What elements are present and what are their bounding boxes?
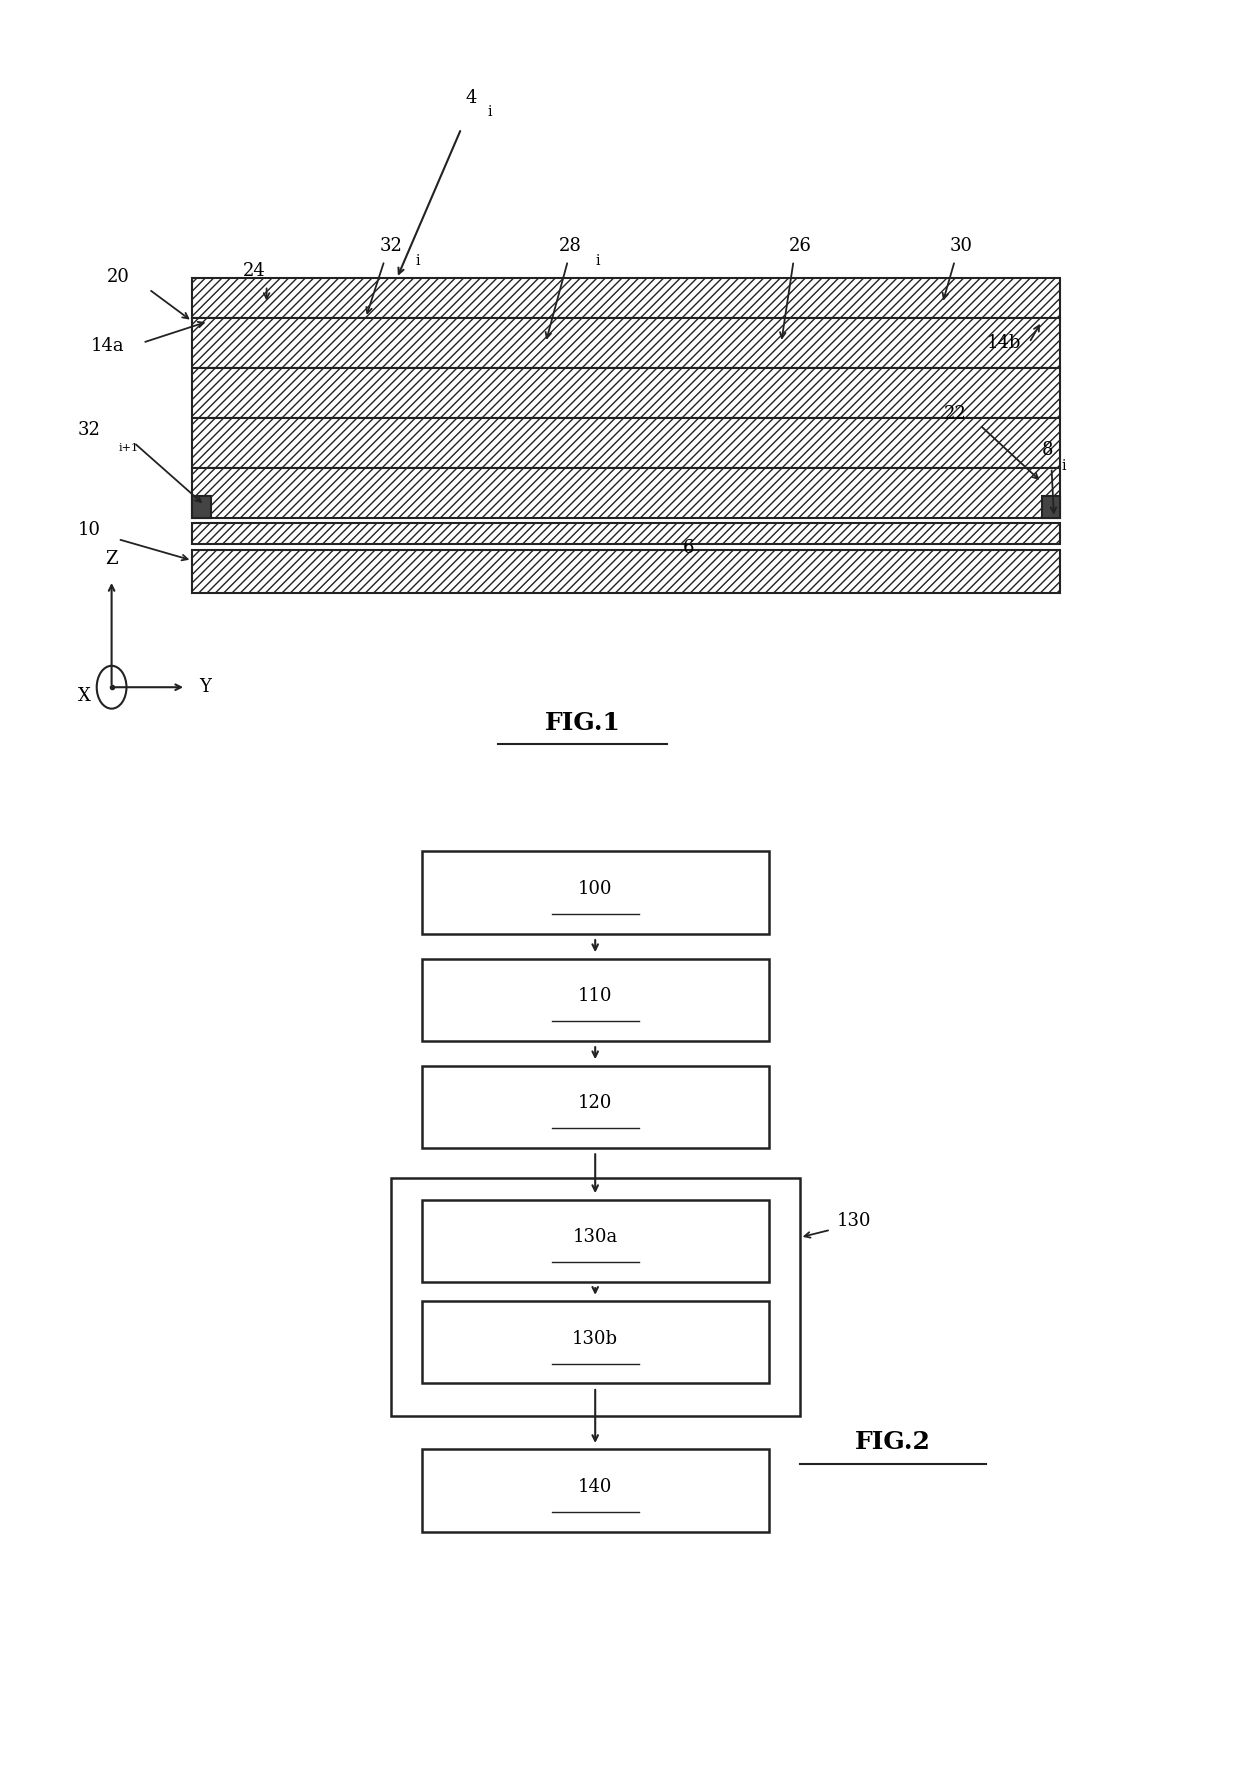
Text: i: i (415, 253, 420, 268)
Text: X: X (78, 687, 91, 705)
Text: 4: 4 (465, 89, 477, 107)
Bar (192, 368, 1060, 418)
Text: 8: 8 (1042, 441, 1054, 459)
Text: 30: 30 (950, 237, 972, 255)
Text: Y: Y (198, 678, 211, 696)
Text: 130b: 130b (572, 1330, 619, 1348)
Text: 14a: 14a (91, 337, 125, 355)
Bar (422, 1066, 769, 1148)
Bar (422, 959, 769, 1041)
Bar (391, 1178, 800, 1416)
Bar (192, 418, 1060, 468)
Bar (192, 318, 1060, 368)
Text: 6: 6 (682, 539, 694, 557)
Text: 120: 120 (578, 1094, 613, 1112)
Bar (192, 550, 1060, 593)
Bar (192, 523, 1060, 544)
Text: 24: 24 (243, 262, 265, 280)
Text: i: i (1061, 459, 1066, 473)
Text: 32: 32 (78, 421, 100, 439)
Text: 130: 130 (837, 1212, 872, 1230)
Text: 100: 100 (578, 880, 613, 898)
Bar (1042, 496, 1060, 518)
Bar (422, 1301, 769, 1383)
Text: 140: 140 (578, 1478, 613, 1496)
Bar (422, 1200, 769, 1282)
Text: i: i (487, 105, 492, 120)
Bar (422, 851, 769, 934)
Text: 26: 26 (789, 237, 811, 255)
Text: Z: Z (105, 550, 118, 568)
Text: 10: 10 (78, 521, 100, 539)
Text: FIG.1: FIG.1 (544, 710, 621, 735)
Text: i: i (595, 253, 600, 268)
Text: i+1: i+1 (119, 443, 139, 453)
Bar (192, 468, 1060, 518)
Text: 22: 22 (944, 405, 966, 423)
Bar (192, 278, 1060, 318)
Text: 130a: 130a (573, 1228, 618, 1246)
Text: 32: 32 (379, 237, 402, 255)
Bar (422, 1449, 769, 1532)
Text: FIG.2: FIG.2 (854, 1430, 931, 1455)
Text: 110: 110 (578, 987, 613, 1005)
Text: 20: 20 (107, 268, 129, 286)
Bar (192, 496, 211, 518)
Text: 28: 28 (559, 237, 582, 255)
Text: 14b: 14b (987, 334, 1022, 352)
